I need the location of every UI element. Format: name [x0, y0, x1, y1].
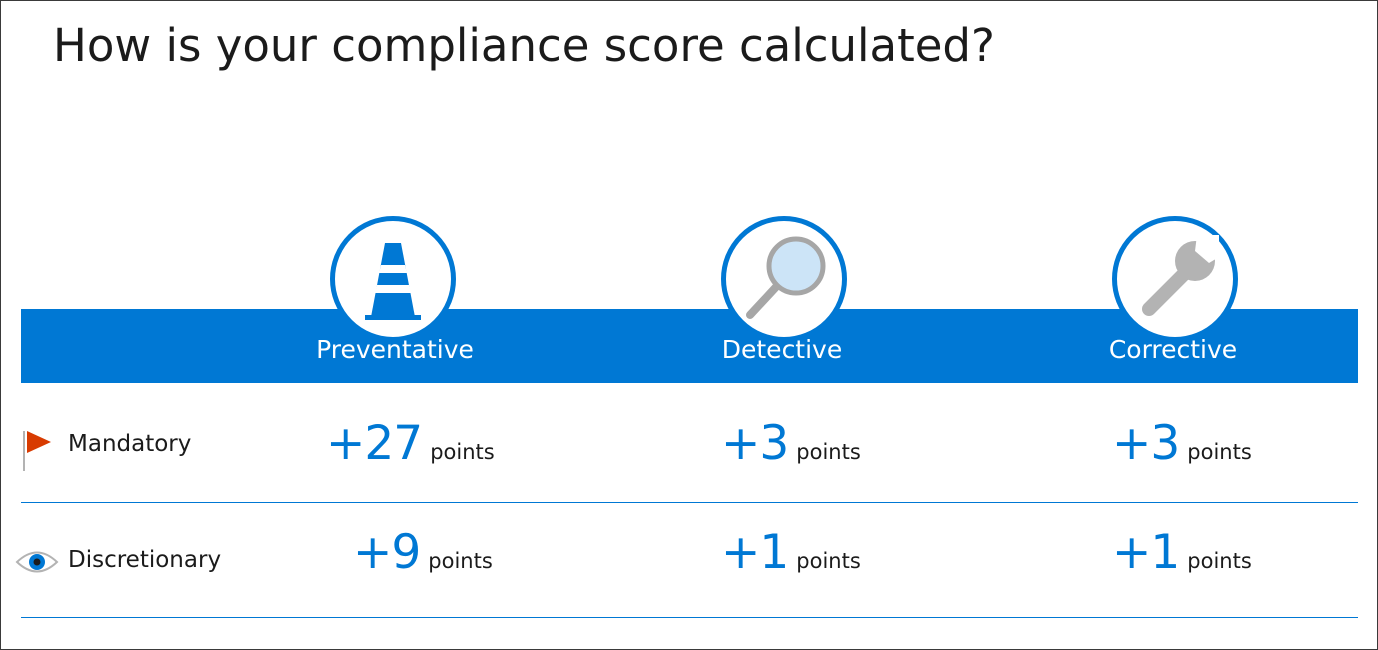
- score-value: +9: [353, 525, 421, 580]
- category-label-corrective: Corrective: [1108, 335, 1238, 364]
- score-mandatory-corrective: +3 points: [1112, 416, 1252, 471]
- score-unit: points: [430, 440, 495, 464]
- category-label-detective: Detective: [721, 335, 843, 364]
- score-value: +1: [721, 525, 789, 580]
- row-label-mandatory: Mandatory: [68, 431, 192, 457]
- score-unit: points: [1187, 440, 1252, 464]
- traffic-cone-icon: [365, 243, 421, 320]
- score-discretionary-detective: +1 points: [721, 525, 861, 580]
- score-unit: points: [1187, 549, 1252, 573]
- flag-icon: [21, 429, 55, 477]
- row-divider: [21, 502, 1358, 503]
- row-divider: [21, 617, 1358, 618]
- eye-icon: [15, 549, 59, 579]
- score-unit: points: [428, 549, 493, 573]
- score-unit: points: [796, 440, 861, 464]
- detective-icon-circle: [721, 216, 847, 342]
- score-unit: points: [796, 549, 861, 573]
- magnifying-glass-icon: [746, 236, 826, 319]
- score-discretionary-corrective: +1 points: [1112, 525, 1252, 580]
- score-discretionary-preventative: +9 points: [353, 525, 493, 580]
- page-title: How is your compliance score calculated?: [53, 19, 995, 72]
- category-label-preventative: Preventative: [316, 335, 474, 364]
- corrective-icon-circle: [1112, 216, 1238, 342]
- score-mandatory-detective: +3 points: [721, 416, 861, 471]
- score-value: +1: [1112, 525, 1180, 580]
- row-label-discretionary: Discretionary: [68, 547, 222, 573]
- score-value: +3: [1112, 416, 1180, 471]
- score-value: +3: [721, 416, 789, 471]
- wrench-icon: [1142, 235, 1219, 316]
- score-mandatory-preventative: +27 points: [326, 416, 495, 471]
- score-value: +27: [326, 416, 423, 471]
- preventative-icon-circle: [330, 216, 456, 342]
